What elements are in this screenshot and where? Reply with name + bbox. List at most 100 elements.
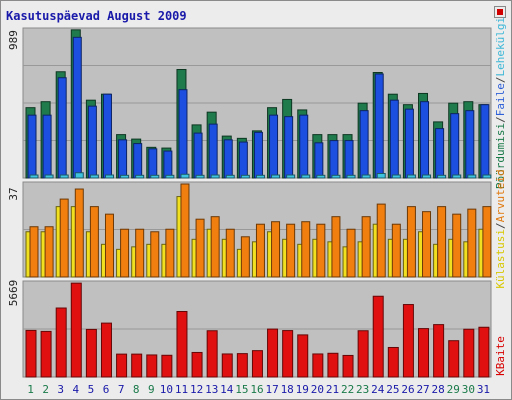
sites-bar-17	[271, 221, 281, 278]
pages-bar-28	[437, 174, 447, 179]
kbytes-bar-21	[327, 352, 339, 378]
sites-bar-8	[135, 228, 145, 278]
files-bar-27	[420, 101, 430, 179]
pages-bar-7	[120, 174, 130, 179]
sites-bar-15	[240, 236, 250, 278]
kbytes-bar-26	[402, 304, 414, 378]
x-tick-label: 22	[341, 383, 354, 396]
sites-bar-11	[180, 183, 190, 278]
sites-bar-26	[406, 206, 416, 278]
x-tick-label: 16	[250, 383, 263, 396]
x-tick-label: 2	[42, 383, 49, 396]
sites-bar-4	[74, 188, 84, 278]
legend-middle-part: Külastusi	[494, 229, 507, 289]
pages-bar-24	[376, 173, 386, 179]
sites-bar-1	[29, 226, 39, 278]
files-bar-7	[118, 139, 128, 179]
x-tick-label: 5	[88, 383, 95, 396]
legend-top-part: /	[494, 116, 507, 123]
files-bar-25	[389, 99, 399, 179]
files-bar-13	[208, 123, 218, 179]
kbytes-bar-7	[116, 353, 128, 378]
x-tick-label: 3	[57, 383, 64, 396]
kbytes-bar-11	[176, 311, 188, 378]
kbytes-bar-27	[418, 328, 430, 378]
x-tick-label: 26	[401, 383, 414, 396]
x-tick-label: 19	[296, 383, 309, 396]
x-tick-label: 29	[447, 383, 460, 396]
legend-top-part: Lehekülgi	[494, 17, 507, 77]
kbytes-bar-10	[161, 354, 173, 378]
kbytes-bar-17	[267, 328, 279, 378]
files-bar-2	[42, 114, 52, 179]
pages-bar-15	[240, 174, 250, 179]
x-tick-label: 11	[175, 383, 188, 396]
files-bar-10	[163, 150, 173, 179]
pages-bar-18	[286, 174, 296, 179]
sites-bar-31	[482, 206, 492, 278]
sites-bar-16	[255, 223, 265, 278]
x-tick-label: 30	[462, 383, 475, 396]
x-tick-label: 13	[205, 383, 218, 396]
files-bar-18	[284, 116, 294, 179]
x-tick-label: 20	[311, 383, 324, 396]
pages-bar-26	[406, 174, 416, 179]
pages-bar-21	[331, 174, 341, 179]
legend-top-part: Faile	[494, 83, 507, 116]
kbytes-bar-23	[357, 330, 369, 378]
pages-bar-10	[165, 174, 175, 179]
x-tick-label: 8	[133, 383, 140, 396]
x-tick-label: 6	[103, 383, 110, 396]
kbytes-bar-8	[131, 353, 143, 378]
kbytes-bar-5	[85, 328, 97, 378]
legend-top-part: /	[494, 77, 507, 84]
sites-bar-25	[391, 223, 401, 278]
files-bar-19	[299, 114, 309, 179]
pages-bar-3	[59, 174, 69, 179]
sites-bar-24	[376, 203, 386, 278]
kbytes-bar-14	[221, 353, 233, 378]
kbytes-bar-4	[70, 282, 82, 378]
files-bar-1	[27, 114, 37, 179]
sites-bar-22	[346, 228, 356, 278]
pages-bar-8	[135, 174, 145, 179]
x-tick-label: 15	[235, 383, 248, 396]
sites-bar-13	[210, 216, 220, 278]
sites-bar-2	[44, 226, 54, 278]
legend-top-part: Pöördumisi	[494, 123, 507, 189]
y-max-label-2: 37	[7, 187, 20, 200]
x-tick-label: 31	[477, 383, 490, 396]
sites-bar-30	[467, 208, 477, 278]
files-bar-5	[87, 105, 97, 179]
pages-bar-12	[195, 174, 205, 179]
files-bar-12	[193, 132, 203, 179]
files-bar-15	[238, 141, 248, 179]
files-bar-14	[223, 139, 233, 179]
legend-bottom-part: KBaite	[494, 336, 507, 376]
sites-bar-9	[150, 231, 160, 278]
kbytes-bar-24	[372, 295, 384, 378]
y-max-label-1: 989	[7, 30, 20, 50]
kbytes-bar-29	[448, 340, 460, 378]
kbytes-bar-1	[25, 329, 37, 378]
x-tick-label: 7	[118, 383, 125, 396]
kbytes-bar-28	[433, 324, 445, 378]
pages-bar-22	[346, 174, 356, 179]
files-bar-20	[314, 142, 324, 179]
files-bar-4	[72, 36, 82, 179]
pages-bar-2	[44, 174, 54, 179]
x-tick-label: 23	[356, 383, 369, 396]
legend-top: Pöördumisi/Faile/Lehekülgi	[494, 17, 507, 189]
pages-bar-29	[452, 174, 462, 179]
sites-bar-20	[316, 223, 326, 278]
pages-bar-19	[301, 174, 311, 179]
sites-bar-7	[120, 228, 130, 278]
files-bar-26	[404, 108, 414, 179]
files-bar-31	[480, 104, 490, 179]
files-bar-22	[344, 140, 354, 179]
sites-bar-29	[452, 213, 462, 278]
files-bar-3	[57, 77, 67, 179]
x-tick-label: 1	[27, 383, 34, 396]
